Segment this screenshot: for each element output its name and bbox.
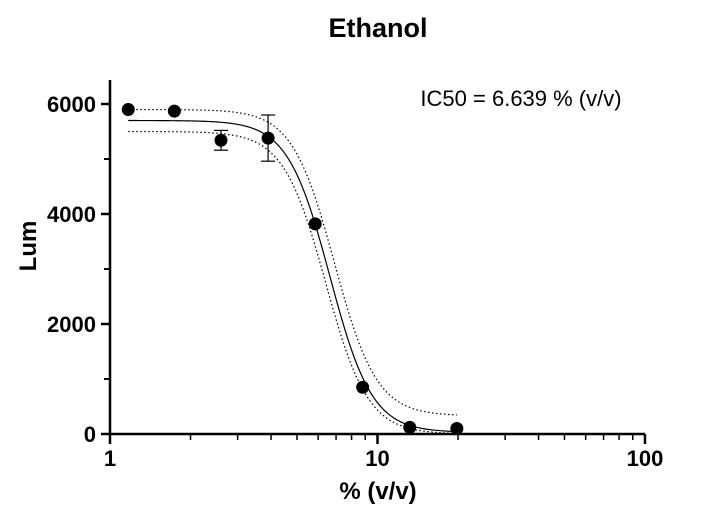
data-point	[308, 217, 322, 231]
data-point	[214, 133, 228, 147]
axes: 0 2000 4000 6000 1 10 100	[47, 80, 663, 471]
x-tick-label: 100	[627, 446, 664, 471]
fit-curve	[128, 119, 457, 433]
y-axis-label: Lum	[15, 221, 42, 272]
lower-confidence-curve	[128, 130, 457, 434]
data-point	[261, 131, 275, 145]
data-point	[356, 380, 370, 394]
fit-line	[128, 119, 457, 433]
x-axis-label: % (v/v)	[339, 478, 416, 505]
chart-title: Ethanol	[329, 13, 428, 43]
upper-confidence-curve	[128, 108, 457, 416]
data-point	[450, 422, 464, 435]
y-tick-label: 0	[84, 422, 96, 447]
data-point	[121, 103, 135, 116]
data-point	[403, 420, 417, 434]
y-tick-label: 2000	[47, 312, 96, 337]
x-tick-label: 10	[365, 446, 389, 471]
y-tick-label: 4000	[47, 202, 96, 227]
x-tick-label: 1	[104, 446, 116, 471]
data-point	[167, 104, 181, 118]
ic50-annotation: IC50 = 6.639 % (v/v)	[420, 86, 621, 111]
data-points	[121, 103, 464, 435]
y-tick-label: 6000	[47, 92, 96, 117]
confidence-band	[128, 108, 457, 434]
